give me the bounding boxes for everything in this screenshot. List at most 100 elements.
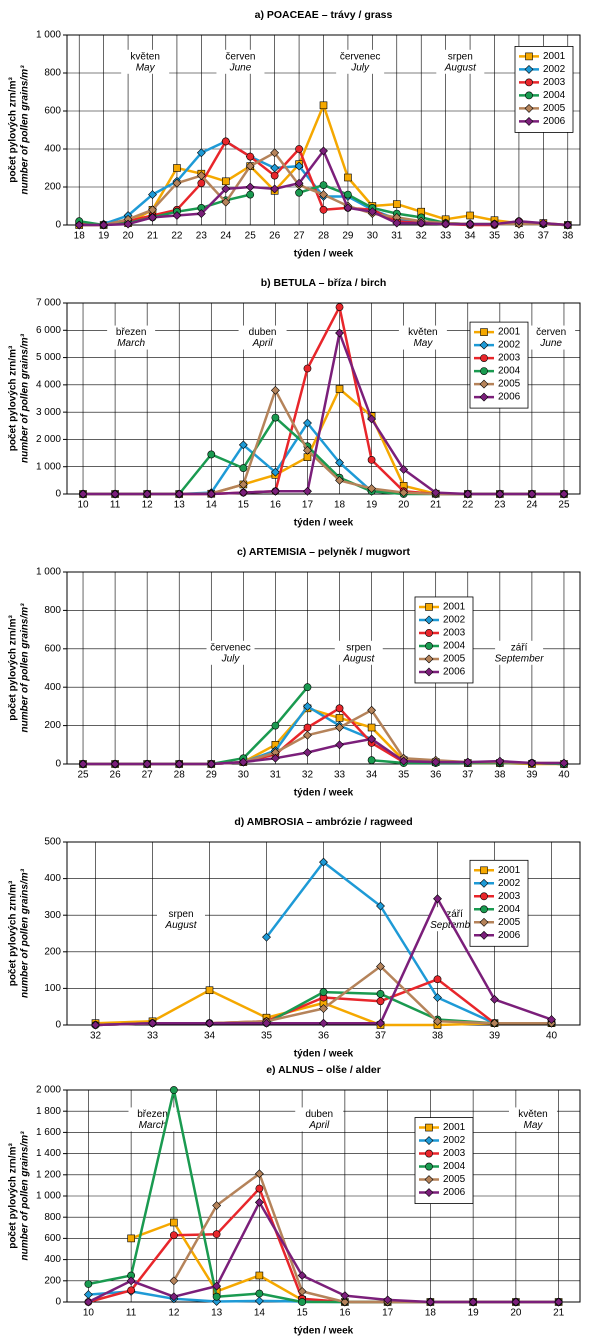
legend-marker [425,642,433,650]
x-axis-title: týden / week [294,788,354,799]
data-point [245,182,255,192]
data-point [255,1271,264,1280]
y-tick-label: 1 000 [36,30,61,41]
annotation: červenec [340,51,381,62]
legend-label: 2002 [498,878,521,889]
y-axis-title-en: number of pollen grains/m³ [20,65,31,195]
legend-marker [524,64,534,74]
data-point [297,1271,307,1280]
legend-marker [525,91,533,100]
data-point [303,418,312,428]
y-tick-label: 7 000 [36,298,61,309]
y-tick-label: 800 [44,68,61,79]
data-point [335,458,344,468]
annotation: červen [536,327,566,338]
x-tick-label: 36 [318,1031,330,1042]
data-point [319,1004,328,1013]
legend-marker [480,905,488,914]
data-point [399,465,409,474]
y-tick-label: 200 [44,946,61,957]
data-point [294,161,304,171]
annotation-bg [295,1107,344,1132]
x-tick-label: 11 [110,500,121,511]
data-point [495,756,505,766]
annotation-bg [107,325,156,350]
data-point [563,220,573,230]
data-point [554,1297,564,1307]
data-point [335,475,344,485]
legend-label: 2001 [443,602,466,613]
x-tick-label: 17 [382,1308,394,1319]
y-tick-label: 600 [44,643,61,654]
legend-marker [424,1175,434,1184]
annotation-bg [157,907,205,932]
data-point [245,161,255,171]
data-point [212,1201,222,1210]
x-tick-label: 34 [465,231,477,242]
data-point [376,997,385,1006]
x-axis-title: týden / week [294,1049,354,1060]
x-tick-label: 38 [432,1031,444,1042]
data-point [83,1297,93,1307]
data-point [425,1297,435,1307]
legend-label: 2002 [443,615,466,626]
legend-marker [424,667,434,677]
data-point [399,488,409,498]
data-point [270,171,279,180]
data-point [441,219,451,229]
data-point [197,179,206,188]
x-tick-label: 22 [462,500,474,511]
annotation-en: July [350,62,370,73]
chart-title: e) ALNUS – olše / alder [266,1064,381,1076]
annotation-en: June [229,62,252,73]
data-point [431,757,441,767]
x-tick-label: 37 [462,770,474,781]
y-tick-label: 4 000 [36,379,61,390]
annotation-bg [527,325,576,350]
data-point [392,200,401,208]
data-point [127,1234,135,1243]
legend-label: 2004 [498,904,521,915]
data-point [297,1286,307,1296]
data-point [221,197,231,207]
data-point [367,756,376,765]
data-point [367,705,377,715]
x-tick-label: 16 [339,1308,351,1319]
data-point [490,1018,499,1028]
data-point [495,489,505,499]
x-tick-label: 37 [538,231,550,242]
data-point [465,219,475,229]
data-point [463,757,473,767]
chart-title: c) ARTEMISIA – pelyněk / mugwort [237,546,411,558]
data-point [270,148,280,158]
data-point [319,988,328,996]
annotation-bg [398,325,447,350]
x-tick-label: 16 [270,500,282,511]
annotation: květen [130,51,159,62]
legend-label: 2005 [443,654,466,665]
data-point [270,184,280,194]
legend-label: 2006 [543,116,566,127]
data-point [319,181,328,189]
data-point [367,484,377,493]
x-tick-label: 22 [171,231,183,242]
y-axis-title: počet pylových zrn/m³ [8,880,19,986]
data-point [238,488,248,498]
y-tick-label: 0 [55,1020,61,1031]
legend-label: 2003 [443,1148,466,1159]
legend-marker [524,103,534,113]
y-tick-label: 1 000 [36,567,61,578]
x-tick-label: 35 [489,231,501,242]
data-point [340,1291,350,1301]
x-tick-label: 19 [468,1308,480,1319]
data-point [246,190,255,199]
x-tick-label: 28 [174,770,186,781]
data-point [221,177,230,186]
data-point [303,730,312,740]
x-tick-label: 18 [425,1308,437,1319]
data-point [212,1281,222,1291]
legend-marker [480,367,488,375]
legend-box [414,1117,474,1204]
x-tick-label: 32 [416,231,428,242]
legend-label: 2006 [498,392,521,403]
